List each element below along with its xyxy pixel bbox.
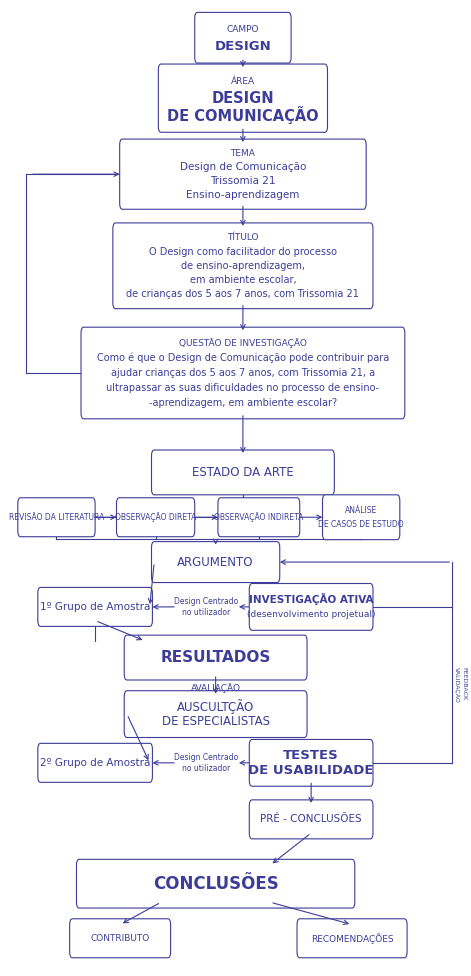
- Text: CAMPO: CAMPO: [227, 24, 259, 34]
- Text: ESTADO DA ARTE: ESTADO DA ARTE: [192, 466, 294, 479]
- FancyBboxPatch shape: [249, 800, 373, 838]
- Text: DE COMUNICAÇÃO: DE COMUNICAÇÃO: [167, 106, 319, 124]
- FancyBboxPatch shape: [76, 859, 355, 908]
- Text: PRÉ - CONCLUSÕES: PRÉ - CONCLUSÕES: [260, 814, 362, 825]
- Text: ARGUMENTO: ARGUMENTO: [178, 555, 254, 569]
- Text: DE ESPECIALISTAS: DE ESPECIALISTAS: [162, 715, 269, 728]
- FancyBboxPatch shape: [81, 327, 405, 419]
- Text: DE CASOS DE ESTUDO: DE CASOS DE ESTUDO: [318, 520, 404, 529]
- Text: CONTRIBUTO: CONTRIBUTO: [90, 934, 150, 943]
- Text: AUSCULTÇÃO: AUSCULTÇÃO: [177, 699, 254, 714]
- FancyBboxPatch shape: [116, 498, 195, 537]
- FancyBboxPatch shape: [249, 584, 373, 630]
- FancyBboxPatch shape: [70, 918, 171, 957]
- FancyBboxPatch shape: [124, 635, 307, 680]
- Text: RECOMENDAÇÕES: RECOMENDAÇÕES: [311, 933, 393, 944]
- FancyBboxPatch shape: [249, 740, 373, 787]
- FancyBboxPatch shape: [158, 64, 327, 133]
- FancyBboxPatch shape: [120, 140, 366, 209]
- Text: ÁREA: ÁREA: [231, 76, 255, 86]
- Text: O Design como facilitador do processo: O Design como facilitador do processo: [149, 247, 337, 257]
- FancyBboxPatch shape: [124, 691, 307, 738]
- Text: FEEDBACK
VALIDAÇÃO: FEEDBACK VALIDAÇÃO: [455, 667, 466, 703]
- Text: CONCLUSÕES: CONCLUSÕES: [153, 874, 278, 893]
- Text: QUESTÃO DE INVESTIGAÇÃO: QUESTÃO DE INVESTIGAÇÃO: [179, 338, 307, 347]
- FancyBboxPatch shape: [152, 450, 334, 495]
- Text: ANÁLISE: ANÁLISE: [345, 506, 377, 514]
- Text: 2º Grupo de Amostra: 2º Grupo de Amostra: [40, 757, 150, 768]
- FancyBboxPatch shape: [38, 744, 153, 783]
- Text: em ambiente escolar,: em ambiente escolar,: [190, 275, 296, 285]
- Text: DESIGN: DESIGN: [211, 91, 274, 105]
- Text: Ensino-aprendizagem: Ensino-aprendizagem: [186, 189, 300, 199]
- Text: Trissomia 21: Trissomia 21: [210, 176, 276, 186]
- Text: ajudar crianças dos 5 aos 7 anos, com Trissomia 21, a: ajudar crianças dos 5 aos 7 anos, com Tr…: [111, 368, 375, 378]
- Text: TESTES: TESTES: [283, 749, 339, 761]
- Text: OBSERVAÇÃO INDIRETA: OBSERVAÇÃO INDIRETA: [214, 512, 303, 522]
- Text: (desenvolvimento projetual): (desenvolvimento projetual): [247, 610, 375, 619]
- Text: TÍTULO: TÍTULO: [227, 233, 259, 242]
- Text: AVALIAÇÃO: AVALIAÇÃO: [191, 683, 241, 693]
- Text: Design de Comunicação: Design de Comunicação: [180, 162, 306, 173]
- Text: -aprendizagem, em ambiente escolar?: -aprendizagem, em ambiente escolar?: [149, 398, 337, 408]
- Text: DESIGN: DESIGN: [215, 40, 271, 53]
- FancyBboxPatch shape: [18, 498, 95, 537]
- Text: DE USABILIDADE: DE USABILIDADE: [248, 764, 374, 777]
- FancyBboxPatch shape: [297, 918, 407, 957]
- FancyBboxPatch shape: [113, 223, 373, 308]
- FancyBboxPatch shape: [38, 588, 153, 627]
- FancyBboxPatch shape: [195, 13, 291, 63]
- Text: de crianças dos 5 aos 7 anos, com Trissomia 21: de crianças dos 5 aos 7 anos, com Trisso…: [127, 289, 359, 299]
- Text: Design Centrado: Design Centrado: [174, 752, 239, 762]
- Text: no utilizador: no utilizador: [182, 608, 231, 617]
- Text: Design Centrado: Design Centrado: [174, 597, 239, 606]
- Text: de ensino-aprendizagem,: de ensino-aprendizagem,: [181, 261, 305, 270]
- Text: OBSERVAÇÃO DIRETA: OBSERVAÇÃO DIRETA: [115, 512, 196, 522]
- FancyBboxPatch shape: [218, 498, 300, 537]
- Text: REVISÃO DA LITERATURA: REVISÃO DA LITERATURA: [9, 512, 104, 522]
- Text: RESULTADOS: RESULTADOS: [161, 650, 271, 665]
- FancyBboxPatch shape: [323, 495, 400, 540]
- Text: no utilizador: no utilizador: [182, 764, 231, 773]
- Text: INVESTIGAÇÃO ATIVA: INVESTIGAÇÃO ATIVA: [249, 593, 374, 605]
- Text: Como é que o Design de Comunicação pode contribuir para: Como é que o Design de Comunicação pode …: [97, 352, 389, 363]
- FancyBboxPatch shape: [152, 542, 280, 583]
- Text: TEMA: TEMA: [230, 149, 255, 158]
- Text: ultrapassar as suas dificuldades no processo de ensino-: ultrapassar as suas dificuldades no proc…: [106, 383, 380, 393]
- Text: 1º Grupo de Amostra: 1º Grupo de Amostra: [40, 602, 150, 612]
